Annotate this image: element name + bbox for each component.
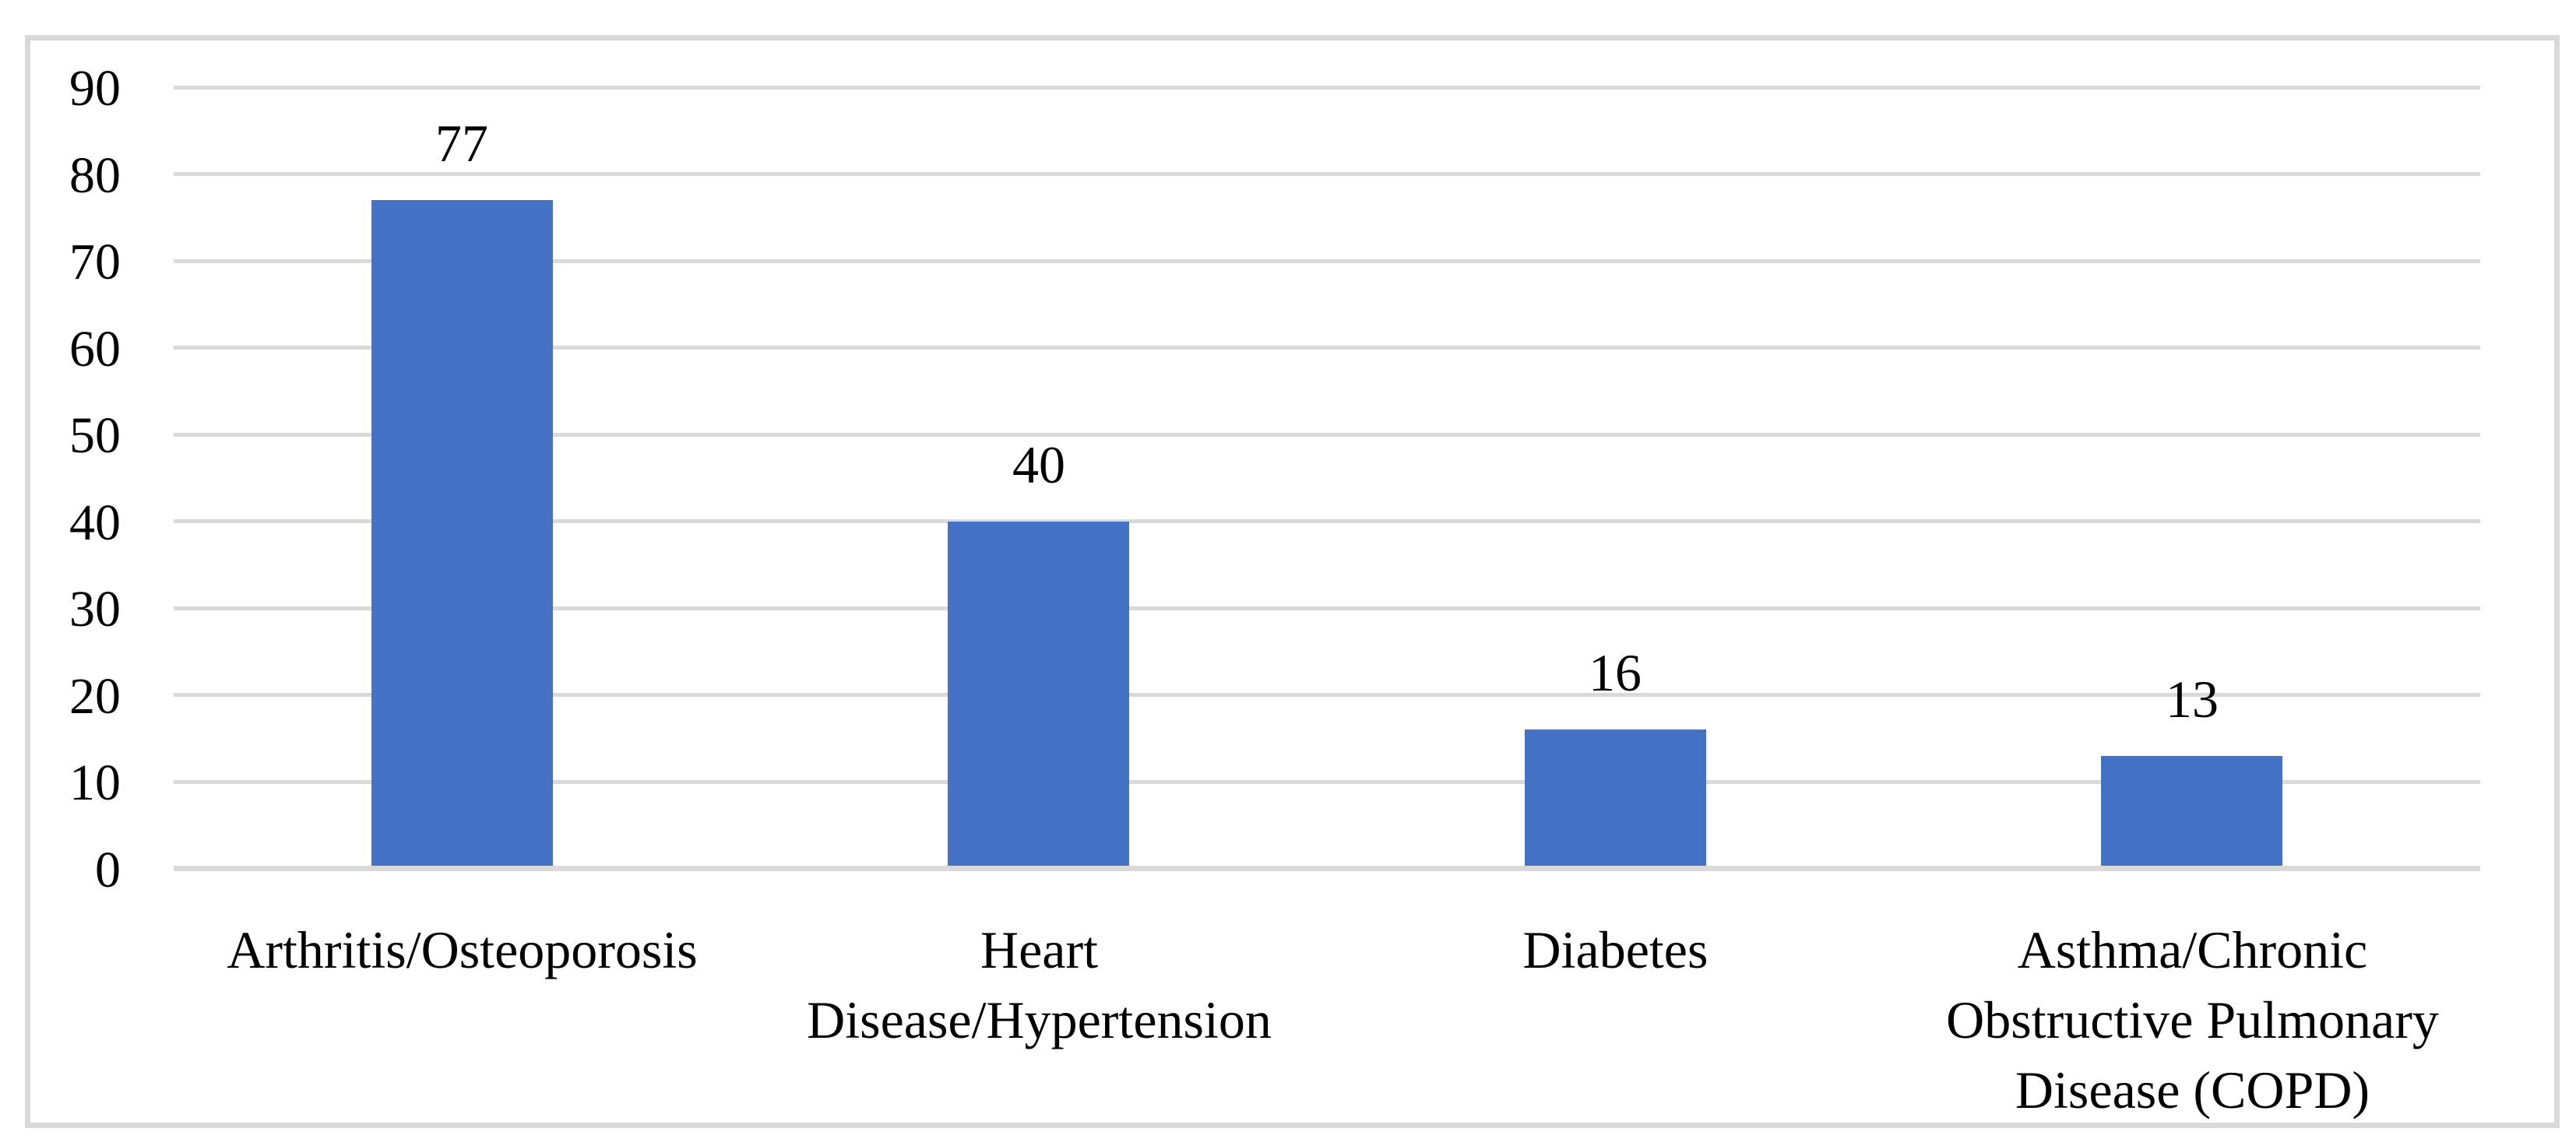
y-tick-label-70: 70 [69, 234, 121, 290]
y-tick-label-40: 40 [69, 494, 121, 551]
bar-4 [2101, 756, 2282, 869]
bar-value-label: 16 [1589, 643, 1642, 702]
y-gridline-40 [174, 519, 2480, 523]
y-gridline-20 [174, 693, 2480, 697]
category-label: Diabetes [1522, 920, 1709, 979]
bar-value-label: 40 [1012, 435, 1065, 494]
y-tick-label-0: 0 [95, 842, 121, 898]
y-gridline-10 [174, 780, 2480, 784]
bar-value-label: 77 [435, 114, 488, 173]
y-tick-label-20: 20 [69, 668, 121, 725]
y-tick-label-30: 30 [69, 581, 121, 638]
y-gridline-30 [174, 606, 2480, 610]
bar-3 [1525, 729, 1706, 868]
y-tick-label-10: 10 [69, 754, 121, 811]
bar-1 [371, 200, 553, 869]
bar-value-label: 13 [2166, 670, 2219, 729]
category-label: Heart Disease/Hypertension [807, 920, 1272, 1049]
y-gridline-50 [174, 433, 2480, 437]
y-tick-label-90: 90 [69, 60, 121, 117]
y-tick-label-60: 60 [69, 321, 121, 378]
y-gridline-70 [174, 259, 2480, 263]
y-gridline-60 [174, 346, 2480, 350]
y-tick-label-80: 80 [69, 147, 121, 204]
y-gridline-90 [174, 86, 2480, 90]
y-tick-label-50: 50 [69, 407, 121, 464]
bar-2 [948, 522, 1129, 869]
y-gridline-80 [174, 172, 2480, 176]
category-label: Arthritis/Osteoporosis [227, 920, 698, 979]
category-label: Asthma/Chronic Obstructive Pulmonary Dis… [1946, 920, 2439, 1120]
x-axis-line [174, 866, 2480, 871]
